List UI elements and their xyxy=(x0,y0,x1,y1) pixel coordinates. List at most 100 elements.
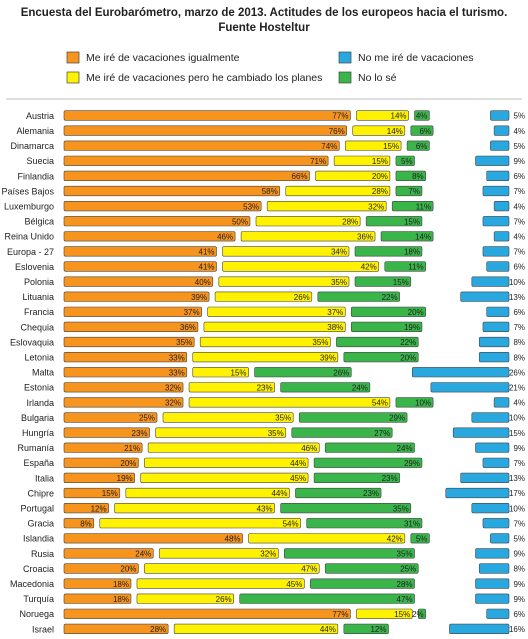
data-label: 10% xyxy=(509,414,525,423)
data-label: 71% xyxy=(310,157,326,166)
bar-orange xyxy=(63,502,109,514)
category-label: Dinamarca xyxy=(10,141,54,151)
category-label: Bélgica xyxy=(24,217,54,227)
data-label: 8% xyxy=(513,353,525,362)
bar-yellow xyxy=(162,412,294,423)
chart-title: Encuesta del Eurobarómetro, marzo de 201… xyxy=(20,7,508,19)
category-label: Portugal xyxy=(20,504,54,514)
data-label: 74% xyxy=(321,142,337,151)
data-label: 46% xyxy=(301,444,317,453)
data-label: 34% xyxy=(331,248,347,257)
bar-blue xyxy=(493,231,510,242)
data-label: 6% xyxy=(420,127,432,136)
legend-swatch xyxy=(66,51,80,64)
category-label: Bulgaria xyxy=(21,413,54,423)
data-label: 21% xyxy=(509,384,525,393)
data-label: 76% xyxy=(329,127,345,136)
data-label: 24% xyxy=(352,384,368,393)
category-label: Chipre xyxy=(27,488,54,498)
bar-yellow xyxy=(356,110,409,121)
bar-orange xyxy=(63,216,251,227)
data-label: 9% xyxy=(513,595,525,604)
bar-blue xyxy=(471,276,510,287)
bar-yellow xyxy=(147,442,320,453)
data-label: 7% xyxy=(513,187,525,196)
bar-yellow xyxy=(218,276,350,287)
bar-blue xyxy=(452,427,510,438)
data-label: 35% xyxy=(331,278,347,287)
data-label: 6% xyxy=(416,142,428,151)
data-label: 18% xyxy=(113,580,129,589)
data-label: 25% xyxy=(139,414,155,423)
data-label: 37% xyxy=(184,308,200,317)
category-label: Países Bajos xyxy=(1,186,54,196)
data-label: 58% xyxy=(262,187,278,196)
data-label: 35% xyxy=(312,338,328,347)
bar-yellow xyxy=(285,185,391,197)
bar-green xyxy=(280,382,371,393)
bar-green xyxy=(380,231,434,242)
bar-blue xyxy=(445,487,510,499)
data-label: 9% xyxy=(513,157,525,166)
data-label: 32% xyxy=(165,384,181,393)
bar-green xyxy=(384,261,426,272)
bar-blue xyxy=(471,502,510,514)
category-label: Chequia xyxy=(20,322,54,332)
data-label: 39% xyxy=(320,353,336,362)
bar-orange xyxy=(63,593,132,604)
legend-swatch xyxy=(66,71,80,84)
data-label: 48% xyxy=(225,535,241,544)
bar-yellow xyxy=(144,457,309,468)
category-label: Alemania xyxy=(16,126,54,136)
category-label: Rumanía xyxy=(17,443,54,453)
data-label: 6% xyxy=(513,610,525,619)
bar-green xyxy=(317,291,400,302)
data-label: 8% xyxy=(513,565,525,574)
data-label: 5% xyxy=(513,142,525,151)
bar-green xyxy=(284,548,415,559)
category-label: Irlanda xyxy=(26,398,54,408)
data-label: 22% xyxy=(382,293,398,302)
bar-yellow xyxy=(240,231,376,242)
bar-orange xyxy=(63,427,150,438)
bar-green xyxy=(310,578,415,589)
data-label: 36% xyxy=(357,233,373,242)
bar-green xyxy=(280,502,412,514)
data-label: 15% xyxy=(102,489,118,498)
bar-green xyxy=(239,593,415,604)
bar-orange xyxy=(63,185,281,197)
data-label: 23% xyxy=(257,384,273,393)
bar-orange xyxy=(63,125,348,136)
bar-yellow xyxy=(173,623,339,634)
bar-orange xyxy=(63,487,121,499)
bar-yellow xyxy=(140,472,309,484)
legend-swatch xyxy=(338,71,352,84)
bar-orange xyxy=(63,412,158,423)
data-label: 26% xyxy=(216,595,232,604)
bar-orange xyxy=(63,170,310,182)
bar-yellow xyxy=(333,155,391,166)
bar-green xyxy=(306,518,423,529)
bar-yellow xyxy=(248,533,406,544)
bar-green xyxy=(313,457,423,468)
data-label: 44% xyxy=(271,489,287,498)
data-label: 9% xyxy=(513,550,525,559)
bar-blue xyxy=(478,563,510,574)
data-label: 45% xyxy=(286,580,302,589)
data-label: 53% xyxy=(243,202,259,211)
data-label: 35% xyxy=(275,414,291,423)
bar-yellow xyxy=(266,201,387,212)
data-label: 14% xyxy=(391,112,407,121)
data-label: 8% xyxy=(513,338,525,347)
bar-blue xyxy=(482,246,510,257)
bar-orange xyxy=(63,472,135,484)
data-label: 9% xyxy=(513,580,525,589)
category-label: Francia xyxy=(24,307,54,317)
bar-orange xyxy=(63,321,199,333)
category-label: Eslovenia xyxy=(15,262,54,272)
category-label: Gracia xyxy=(27,519,54,529)
data-label: 23% xyxy=(382,474,398,483)
data-label: 45% xyxy=(290,474,306,483)
data-label: 7% xyxy=(513,217,525,226)
data-label: 24% xyxy=(397,444,413,453)
